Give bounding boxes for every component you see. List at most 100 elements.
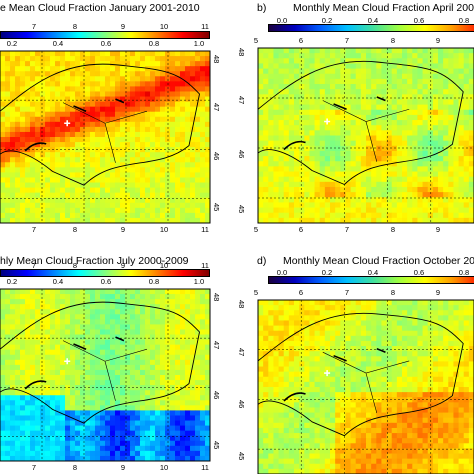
map-cell	[40, 116, 46, 123]
x-tick: 7	[344, 288, 350, 297]
map-cell	[278, 48, 285, 54]
map-cell	[195, 172, 201, 178]
map-cell	[319, 58, 326, 64]
map-cell	[335, 202, 341, 209]
map-cell	[10, 137, 16, 143]
map-cell	[205, 51, 211, 57]
map-cell	[40, 61, 46, 67]
map-cell	[50, 197, 56, 204]
map-cell	[160, 334, 166, 341]
map-cell	[205, 354, 211, 361]
map-cell	[381, 145, 388, 152]
map-cell	[5, 167, 11, 173]
map-cell	[70, 126, 76, 133]
map-cell	[5, 212, 11, 219]
map-cell	[135, 334, 141, 341]
map-cell	[10, 212, 16, 219]
map-cell	[458, 217, 465, 224]
map-cell	[309, 84, 316, 90]
map-cell	[185, 217, 191, 224]
map-cell	[10, 81, 16, 87]
map-cell	[258, 197, 264, 203]
map-cell	[396, 197, 403, 203]
map-cell	[278, 192, 285, 198]
map-cell	[75, 319, 81, 325]
map-cell	[448, 58, 454, 64]
map-cell	[40, 314, 46, 320]
map-cell	[319, 166, 326, 173]
map-cell	[340, 78, 346, 85]
map-cell	[205, 299, 211, 305]
map-cell	[155, 359, 161, 366]
map-cell	[90, 202, 96, 209]
map-cell	[190, 324, 196, 330]
map-cell	[145, 375, 151, 381]
map-cell	[110, 289, 116, 295]
map-cell	[427, 207, 434, 214]
map-cell	[100, 131, 106, 138]
map-cell	[60, 207, 66, 214]
map-cell	[360, 181, 367, 188]
map-cell	[175, 116, 181, 123]
map-cell	[65, 71, 71, 77]
map-cell	[115, 86, 121, 92]
map-cell	[60, 415, 66, 422]
map-cell	[55, 420, 61, 427]
map-cell	[135, 157, 141, 163]
map-cell	[319, 351, 326, 357]
map-cell	[10, 400, 16, 406]
map-cell	[350, 330, 357, 337]
map-cell	[432, 340, 439, 347]
map-cell	[258, 114, 264, 121]
map-cell	[304, 109, 310, 116]
map-cell	[25, 81, 31, 87]
map-cell	[417, 197, 424, 203]
map-cell	[407, 340, 413, 347]
map-cell	[20, 415, 26, 422]
map-cell	[10, 61, 16, 67]
map-cell	[396, 89, 403, 95]
map-cell	[432, 325, 439, 332]
map-cell	[422, 161, 429, 167]
map-cell	[85, 86, 91, 92]
map-cell	[80, 177, 86, 184]
map-cell	[105, 380, 111, 386]
map-cell	[5, 380, 11, 386]
map-cell	[355, 150, 362, 157]
map-cell	[371, 89, 377, 95]
map-cell	[294, 109, 300, 116]
map-cell	[268, 145, 274, 152]
map-cell	[402, 320, 408, 327]
map-cell	[35, 299, 41, 305]
map-cell	[340, 145, 346, 152]
map-cell	[427, 197, 434, 203]
map-cell	[330, 140, 336, 147]
map-cell	[340, 99, 346, 106]
map-cell	[145, 131, 151, 138]
map-cell	[55, 81, 61, 87]
map-cell	[100, 354, 106, 361]
map-cell	[150, 187, 156, 194]
map-cell	[350, 53, 357, 59]
map-cell	[20, 187, 26, 194]
map-cell	[40, 359, 46, 366]
map-cell	[417, 176, 424, 183]
map-cell	[190, 375, 196, 381]
map-cell	[120, 212, 126, 219]
map-cell	[402, 78, 408, 85]
map-cell	[140, 187, 146, 194]
map-cell	[268, 94, 274, 100]
map-cell	[195, 86, 201, 92]
map-cell	[278, 181, 285, 188]
map-cell	[55, 192, 61, 199]
map-cell	[200, 51, 206, 57]
map-cell	[396, 53, 403, 59]
map-cell	[95, 192, 101, 199]
map-cell	[60, 354, 66, 361]
map-cell	[70, 430, 76, 437]
map-cell	[268, 325, 274, 332]
map-cell	[314, 130, 321, 136]
map-cell	[10, 197, 16, 204]
map-cell	[330, 125, 336, 131]
map-cell	[110, 137, 116, 143]
